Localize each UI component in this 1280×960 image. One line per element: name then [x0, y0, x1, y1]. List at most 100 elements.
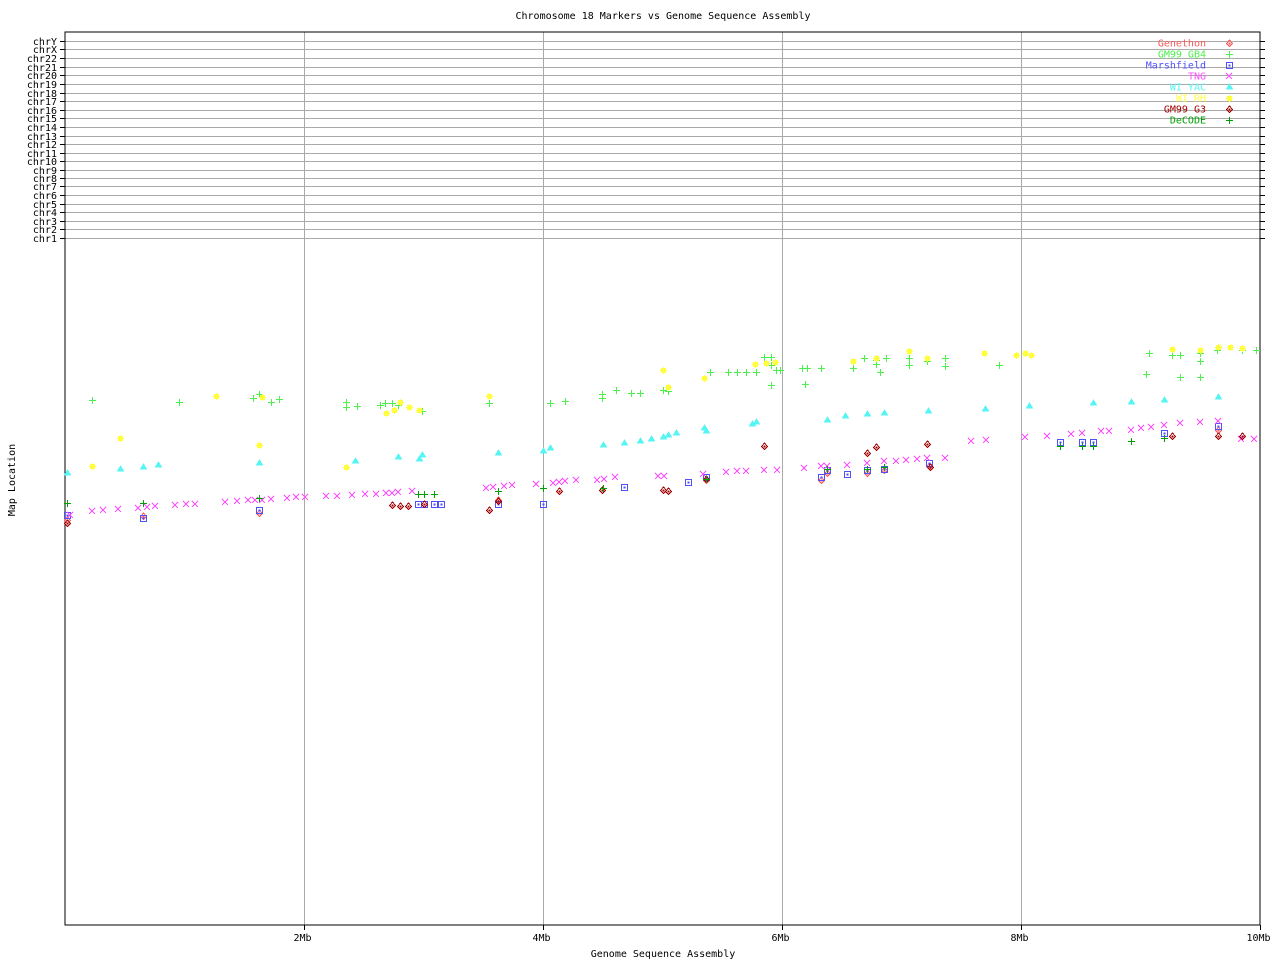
- data-point: [139, 463, 148, 470]
- data-point: [1227, 344, 1234, 351]
- data-point: [1127, 426, 1135, 434]
- data-point: [354, 403, 361, 410]
- data-point: [116, 465, 125, 472]
- data-point: [394, 488, 402, 496]
- data-point: [864, 466, 871, 473]
- data-point: [752, 361, 759, 368]
- legend-label: TNG: [1188, 72, 1206, 83]
- data-point: [1215, 344, 1222, 351]
- data-point: [1028, 352, 1035, 359]
- legend-label: WI YAC: [1170, 83, 1206, 94]
- data-point: [1214, 417, 1222, 425]
- data-point: [600, 475, 608, 483]
- data-point: [397, 399, 404, 406]
- data-point: [880, 409, 889, 416]
- x-tick-label: 2Mb: [293, 933, 311, 944]
- data-point: [734, 369, 741, 376]
- data-point: [923, 440, 932, 449]
- y-tick-label: chr15: [27, 114, 57, 125]
- data-point: [701, 375, 708, 382]
- data-point: [1105, 427, 1113, 435]
- legend-marker: [1226, 51, 1233, 58]
- data-point: [276, 396, 283, 403]
- data-point: [256, 442, 263, 449]
- data-point: [880, 457, 888, 465]
- data-point: [63, 519, 72, 528]
- data-point: [981, 405, 990, 412]
- data-point: [772, 359, 779, 366]
- x-tick-label: 4Mb: [532, 933, 550, 944]
- data-point: [389, 400, 396, 407]
- data-point: [818, 474, 825, 481]
- data-point: [191, 500, 199, 508]
- series-marshfield: [64, 423, 1222, 522]
- data-point: [140, 500, 147, 507]
- data-point: [902, 456, 910, 464]
- data-point: [1176, 419, 1184, 427]
- data-point: [881, 464, 888, 471]
- data-point: [494, 449, 503, 456]
- data-point: [659, 486, 668, 495]
- data-point: [420, 500, 429, 509]
- series-gm99-g3: [63, 432, 1247, 528]
- legend-marker: [1225, 39, 1234, 48]
- data-point: [1197, 374, 1204, 381]
- data-point: [906, 348, 913, 355]
- data-point: [1197, 347, 1204, 354]
- data-point: [863, 459, 871, 467]
- data-point: [555, 487, 564, 496]
- data-point: [768, 382, 775, 389]
- data-point: [151, 502, 159, 510]
- data-point: [636, 437, 645, 444]
- y-tick-label: chr6: [33, 191, 57, 202]
- y-axis: chr1chr2chr3chr4chr5chr6chr7chr8chr9chr1…: [27, 37, 1265, 245]
- data-point: [377, 402, 384, 409]
- data-point: [500, 482, 508, 490]
- data-point: [752, 418, 761, 425]
- x-tick-label: 10Mb: [1246, 933, 1270, 944]
- y-tick-label: chrY: [33, 37, 57, 48]
- data-point: [540, 485, 547, 492]
- data-point: [561, 477, 569, 485]
- y-tick-label: chr11: [27, 149, 57, 160]
- data-point: [1078, 429, 1086, 437]
- data-point: [532, 480, 540, 488]
- data-point: [873, 355, 880, 362]
- data-point: [114, 505, 122, 513]
- y-tick-label: chr13: [27, 132, 57, 143]
- series-gm99-gb4: [89, 347, 1260, 415]
- data-point: [416, 407, 423, 414]
- data-point: [1089, 399, 1098, 406]
- data-point: [404, 502, 413, 511]
- series-wi-yac: [63, 393, 1223, 476]
- data-point: [140, 515, 147, 522]
- data-point: [1079, 443, 1086, 450]
- data-point: [406, 404, 413, 411]
- data-point: [967, 437, 975, 445]
- data-point: [1177, 374, 1184, 381]
- y-tick-label: chrX: [33, 45, 57, 56]
- data-point: [1097, 427, 1105, 435]
- y-tick-label: chr14: [27, 123, 57, 134]
- data-point: [863, 410, 872, 417]
- data-point: [388, 501, 397, 510]
- data-point: [372, 490, 380, 498]
- data-point: [1214, 432, 1223, 441]
- data-point: [396, 502, 405, 511]
- data-point: [408, 487, 416, 495]
- data-point: [1169, 346, 1176, 353]
- data-point: [489, 483, 497, 491]
- data-point: [267, 495, 275, 503]
- data-point: [1127, 398, 1136, 405]
- legend-label: GM99 GB4: [1158, 50, 1206, 61]
- data-point: [685, 479, 692, 486]
- data-point: [361, 490, 369, 498]
- data-point: [873, 361, 880, 368]
- legend-label: Genethon: [1158, 39, 1206, 50]
- data-point: [508, 481, 516, 489]
- data-point: [824, 466, 831, 473]
- data-point: [725, 369, 732, 376]
- legend-label: GM99 G3: [1164, 105, 1206, 116]
- data-point: [843, 461, 851, 469]
